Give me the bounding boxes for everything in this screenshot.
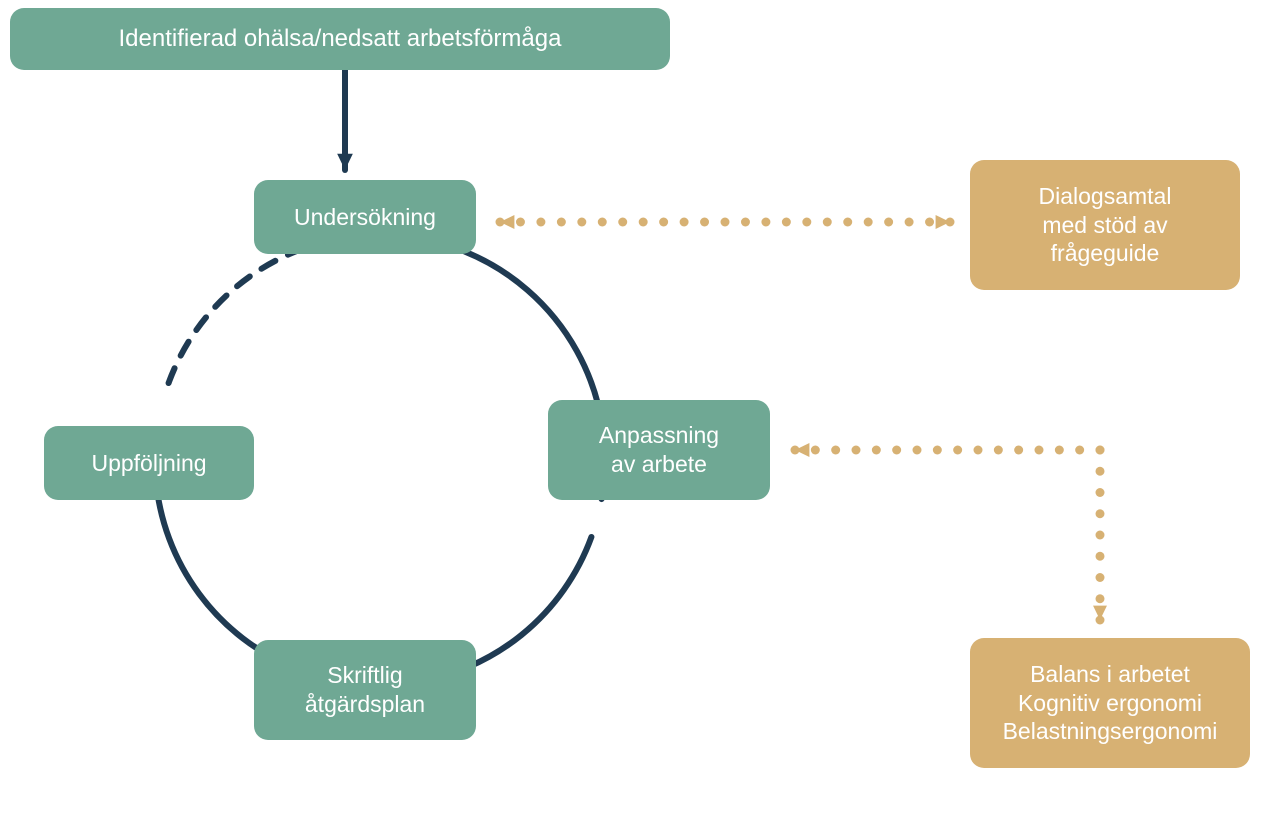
node-undersok: Undersökning [254, 180, 476, 254]
node-balans: Balans i arbetet Kognitiv ergonomi Belas… [970, 638, 1250, 768]
flowchart-canvas: Identifierad ohälsa/nedsatt arbetsförmåg… [0, 0, 1280, 820]
node-uppfolj: Uppföljning [44, 426, 254, 500]
node-dialog: Dialogsamtal med stöd av frågeguide [970, 160, 1240, 290]
node-anpass: Anpassning av arbete [548, 400, 770, 500]
node-header: Identifierad ohälsa/nedsatt arbetsförmåg… [10, 8, 670, 70]
node-skrift: Skriftlig åtgärdsplan [254, 640, 476, 740]
